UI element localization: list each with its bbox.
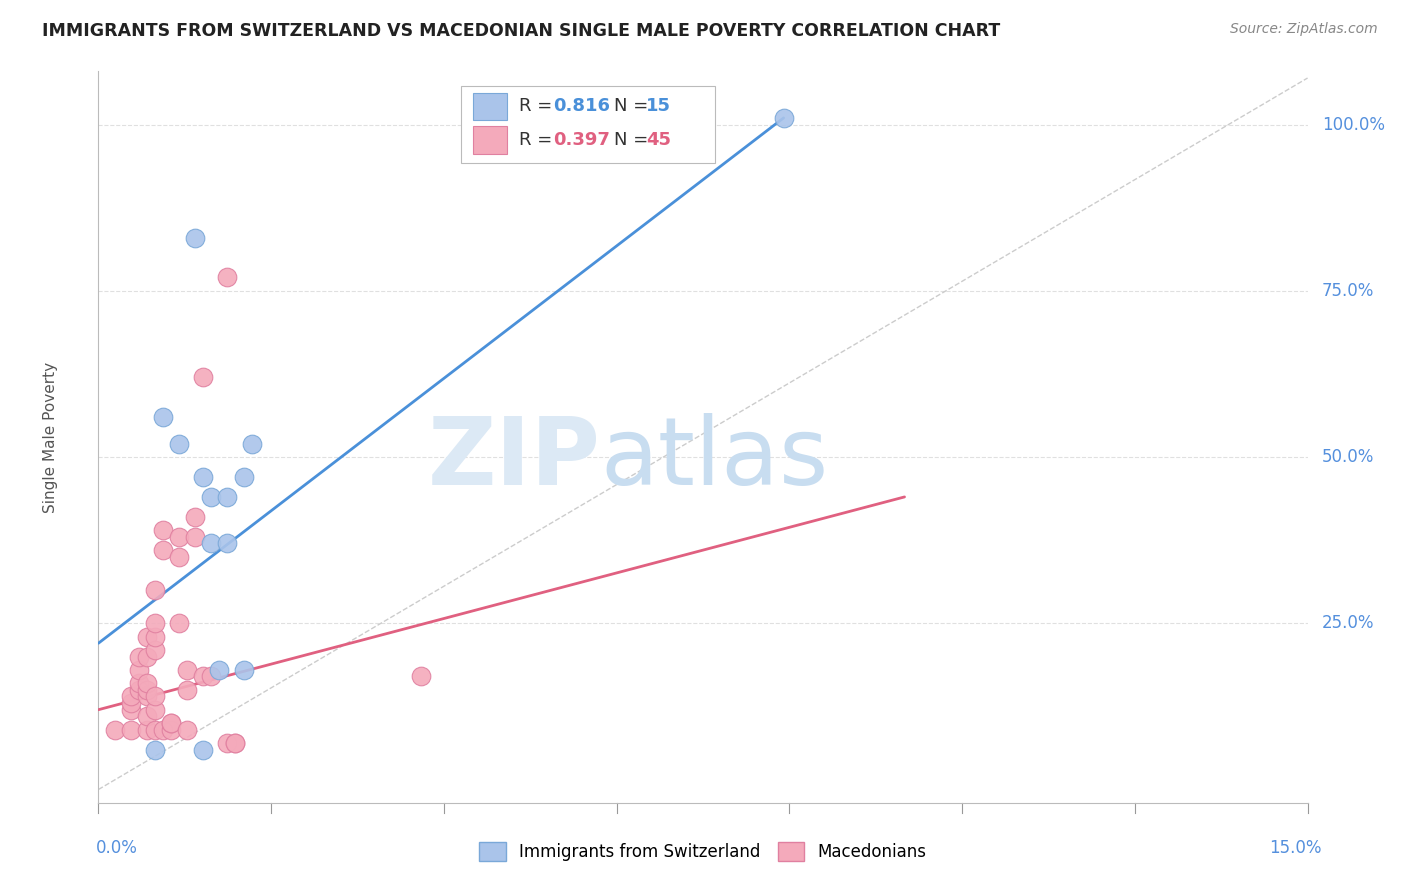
Point [193,669,215,683]
Text: 15: 15 [647,97,671,115]
Point [152,523,174,537]
Point [200,490,222,504]
Text: R =: R = [519,131,564,149]
Point [176,663,198,677]
Point [143,616,166,631]
Point [135,690,157,704]
Point [167,530,190,544]
Text: 75.0%: 75.0% [1322,282,1375,300]
Point [120,703,142,717]
Point [208,663,231,677]
Legend: Immigrants from Switzerland, Macedonians: Immigrants from Switzerland, Macedonians [472,835,934,868]
Point [184,509,207,524]
Point [160,716,183,731]
Text: R =: R = [519,97,564,115]
Point [120,696,142,710]
Point [200,536,222,550]
Bar [474,127,508,154]
Text: 50.0%: 50.0% [1322,448,1375,466]
Point [240,436,263,450]
Point [409,669,432,683]
Point [176,723,198,737]
Text: IMMIGRANTS FROM SWITZERLAND VS MACEDONIAN SINGLE MALE POVERTY CORRELATION CHART: IMMIGRANTS FROM SWITZERLAND VS MACEDONIA… [42,22,1001,40]
Point [128,676,150,690]
Point [152,723,174,737]
Text: 45: 45 [647,131,671,149]
Text: ZIP: ZIP [427,413,600,505]
Point [152,410,174,425]
Text: 0.0%: 0.0% [96,839,138,857]
Text: 0.397: 0.397 [553,131,610,149]
Point [103,723,125,737]
Text: N =: N = [613,131,654,149]
Point [224,736,246,750]
Point [184,230,207,244]
Point [193,370,215,384]
Point [143,690,166,704]
Text: 15.0%: 15.0% [1270,839,1322,857]
Point [167,436,190,450]
Text: 0.816: 0.816 [553,97,610,115]
Point [143,643,166,657]
Text: atlas: atlas [600,413,828,505]
Point [193,470,215,484]
Point [232,663,254,677]
Text: Source: ZipAtlas.com: Source: ZipAtlas.com [1230,22,1378,37]
Point [200,669,222,683]
Point [135,630,157,644]
Point [128,649,150,664]
Point [160,723,183,737]
Text: N =: N = [613,97,654,115]
Point [120,723,142,737]
Point [143,723,166,737]
Text: 25.0%: 25.0% [1322,615,1375,632]
Point [772,111,794,125]
Point [217,536,239,550]
Point [224,736,246,750]
Point [217,490,239,504]
Point [217,736,239,750]
Point [143,582,166,597]
Point [128,663,150,677]
Point [135,723,157,737]
Point [143,742,166,756]
Point [232,470,254,484]
Text: Single Male Poverty: Single Male Poverty [42,361,58,513]
Point [135,676,157,690]
Point [120,690,142,704]
Bar [474,93,508,120]
Point [217,270,239,285]
Point [135,649,157,664]
Point [128,682,150,697]
Point [143,703,166,717]
Point [176,682,198,697]
Point [167,549,190,564]
Point [167,616,190,631]
Point [160,716,183,731]
Text: 100.0%: 100.0% [1322,116,1385,134]
Point [152,543,174,558]
Point [143,630,166,644]
Point [135,709,157,723]
Point [193,742,215,756]
FancyBboxPatch shape [461,86,716,163]
Point [184,530,207,544]
Point [135,682,157,697]
